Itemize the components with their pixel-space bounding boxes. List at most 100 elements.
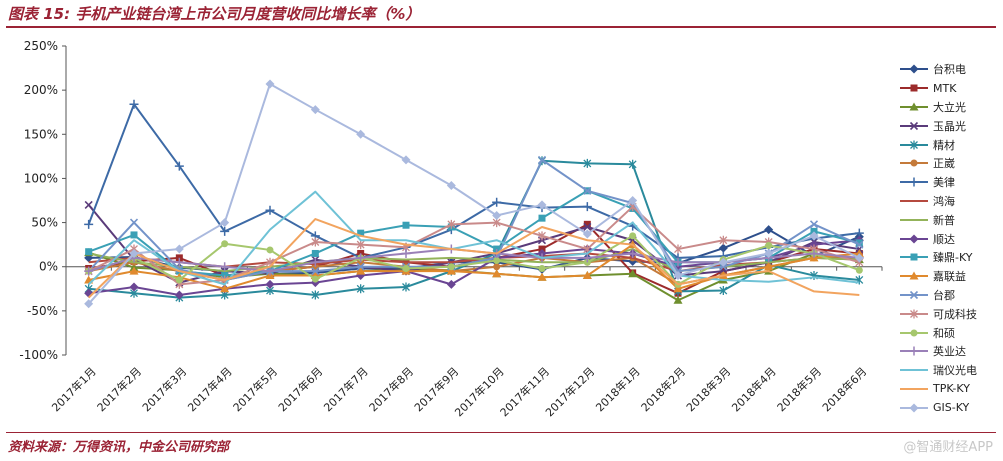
data-point xyxy=(356,240,365,250)
legend-label: 正崴 xyxy=(933,157,955,171)
data-point xyxy=(311,290,320,300)
legend-swatch xyxy=(900,309,928,319)
legend-swatch xyxy=(900,140,928,150)
legend-label: 顺达 xyxy=(933,232,955,246)
legend-label: GIS-KY xyxy=(933,401,970,415)
data-point xyxy=(583,158,592,168)
series-line xyxy=(88,205,860,286)
data-point xyxy=(628,159,637,169)
legend-item: GIS-KY xyxy=(900,398,1000,417)
data-point xyxy=(809,220,819,229)
legend-item: 英业达 xyxy=(900,342,1000,361)
legend-item: 美律 xyxy=(900,173,1000,192)
legend-item: 台郡 xyxy=(900,286,1000,305)
legend-item: TPK-KY xyxy=(900,380,1000,399)
legend-swatch xyxy=(900,329,928,337)
data-point xyxy=(582,229,592,239)
x-tick-label: 2018年6月 xyxy=(819,364,869,414)
legend-label: 嘉联益 xyxy=(933,270,966,284)
data-point xyxy=(84,200,93,209)
legend-item: MTK xyxy=(900,79,1000,98)
source-note: 资料来源：万得资讯，中金公司研究部 xyxy=(8,440,230,455)
data-point xyxy=(910,309,918,319)
data-point xyxy=(628,269,638,278)
legend-item: 台积电 xyxy=(900,60,1000,79)
legend-label: 精材 xyxy=(933,138,955,152)
data-point xyxy=(84,219,94,229)
data-point xyxy=(910,140,918,150)
data-point xyxy=(311,237,320,247)
series-18 xyxy=(87,218,860,299)
legend-item: 瑞仪光电 xyxy=(900,361,1000,380)
data-point xyxy=(628,248,638,258)
x-tick-label: 2017年7月 xyxy=(321,364,371,414)
data-point xyxy=(492,197,502,207)
data-point xyxy=(402,282,410,292)
data-point xyxy=(492,269,502,278)
legend-label: 美律 xyxy=(933,176,955,190)
legend-label: MTK xyxy=(933,81,957,95)
data-point xyxy=(629,232,637,240)
legend-item: 精材 xyxy=(900,135,1000,154)
legend-swatch xyxy=(900,271,928,280)
data-point xyxy=(673,295,683,304)
data-point xyxy=(910,84,918,92)
data-point xyxy=(447,219,456,229)
data-point xyxy=(220,284,230,293)
data-point xyxy=(854,248,864,257)
legend-swatch xyxy=(900,84,928,92)
data-point xyxy=(909,346,919,356)
x-tick-label: 2017年8月 xyxy=(366,364,416,414)
data-point xyxy=(266,246,274,254)
x-tick-label: 2017年4月 xyxy=(185,364,235,414)
legend-swatch xyxy=(900,218,928,221)
data-point xyxy=(809,231,819,241)
series-15 xyxy=(85,232,863,288)
data-point xyxy=(401,248,411,258)
data-point xyxy=(220,218,230,228)
data-point xyxy=(854,253,864,263)
data-point xyxy=(537,155,547,164)
x-tick-label: 2017年9月 xyxy=(411,364,461,414)
legend-swatch xyxy=(900,346,928,356)
data-point xyxy=(583,222,592,232)
data-point xyxy=(401,155,411,165)
y-tick-label: 50% xyxy=(31,216,58,230)
data-point xyxy=(910,159,918,167)
legend-item: 可成科技 xyxy=(900,304,1000,323)
legend-swatch xyxy=(900,234,928,244)
y-tick-label: -100% xyxy=(19,348,58,362)
x-tick-label: 2017年5月 xyxy=(230,364,280,414)
data-point xyxy=(174,244,184,254)
data-point xyxy=(764,225,774,235)
data-point xyxy=(356,129,366,139)
data-point xyxy=(174,161,184,171)
x-tick-label: 2017年6月 xyxy=(275,364,325,414)
data-point xyxy=(909,403,919,413)
data-point xyxy=(129,218,139,227)
legend-swatch xyxy=(900,177,928,187)
data-point xyxy=(628,196,638,205)
data-point xyxy=(583,220,591,228)
data-point xyxy=(265,205,275,215)
data-point xyxy=(129,248,139,258)
data-point xyxy=(538,214,546,222)
data-point xyxy=(129,266,139,275)
data-point xyxy=(909,64,919,74)
data-point xyxy=(910,329,918,337)
data-point xyxy=(310,105,320,115)
x-tick-label: 2018年1月 xyxy=(593,364,643,414)
data-point xyxy=(909,177,919,187)
series-17 xyxy=(87,190,860,286)
data-point xyxy=(582,271,592,280)
y-tick-label: 0% xyxy=(39,260,58,274)
data-point xyxy=(719,235,728,245)
data-point xyxy=(130,231,138,239)
data-point xyxy=(493,263,501,271)
data-point xyxy=(310,257,320,267)
data-point xyxy=(538,264,546,272)
data-point xyxy=(84,299,94,309)
data-point xyxy=(446,180,456,190)
legend-item: 顺达 xyxy=(900,229,1000,248)
legend-label: 新普 xyxy=(933,213,955,227)
